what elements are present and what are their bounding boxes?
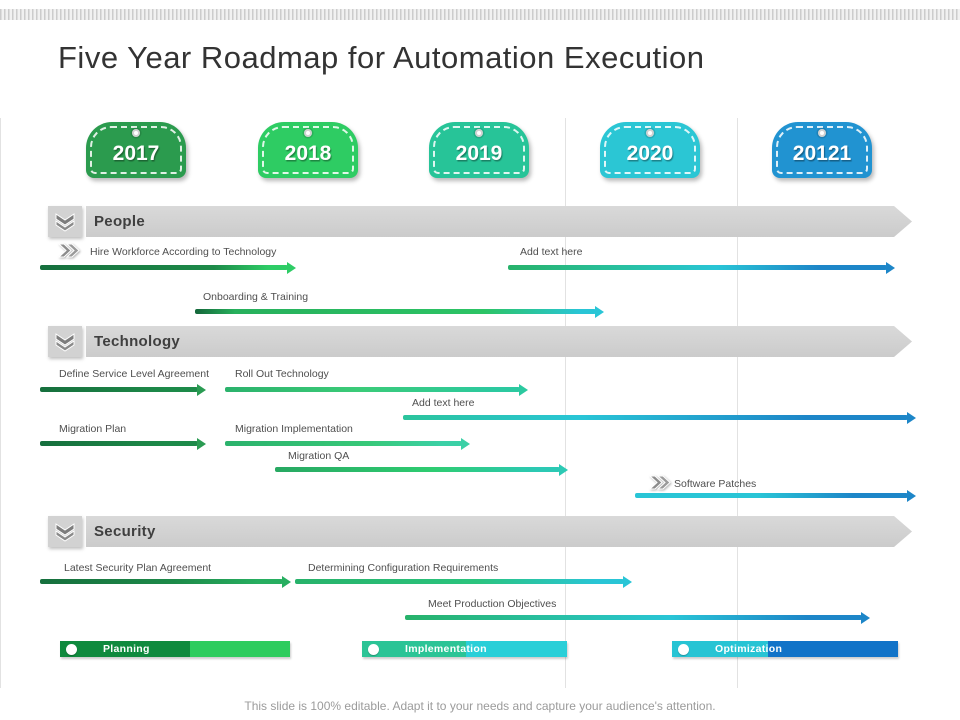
task-label: Meet Production Objectives (428, 598, 557, 610)
task-arrow-head (907, 411, 916, 424)
task-arrow (275, 463, 568, 476)
task-label: Add text here (412, 397, 475, 409)
chevron-down-icon (55, 522, 75, 542)
task-arrow-bar (225, 387, 520, 392)
task-arrow-head (559, 463, 568, 476)
grid-line (0, 118, 1, 688)
task-arrow (40, 261, 296, 274)
legend-dot-icon (678, 643, 689, 655)
legend-label: Planning (103, 643, 150, 655)
task-arrow-bar (40, 265, 288, 270)
footer-note: This slide is 100% editable. Adapt it to… (244, 699, 716, 713)
chevron-right-icon (648, 475, 671, 490)
legend-item-implementation: Implementation (362, 641, 567, 657)
section-title: People (94, 213, 145, 230)
task-arrow (295, 575, 632, 588)
task-label: Migration Plan (59, 423, 127, 435)
year-badge-label: 2017 (112, 142, 160, 165)
task-arrow-bar (225, 441, 462, 446)
task-arrow-bar (40, 579, 283, 584)
section-header-security: Security (86, 516, 912, 547)
task-arrow-bar (40, 387, 198, 392)
task-arrow-head (907, 489, 916, 502)
task-label: Migration Implementation (235, 423, 353, 435)
badge-hole-icon (646, 129, 654, 137)
task-label: Roll Out Technology (235, 368, 329, 380)
task-arrow-head (623, 575, 632, 588)
grid-line (565, 118, 566, 688)
task-arrow-head (595, 305, 604, 318)
section-chevron-box (48, 206, 82, 237)
section-title: Security (94, 523, 156, 540)
task-arrow (195, 305, 604, 318)
task-label: Latest Security Plan Agreement (64, 562, 212, 574)
task-arrow-head (197, 437, 206, 450)
task-arrow-bar (295, 579, 624, 584)
task-arrow-bar (195, 309, 596, 314)
legend-item-planning: Planning (60, 641, 290, 657)
task-arrow-bar (403, 415, 908, 420)
legend-dot-icon (368, 643, 379, 655)
task-chevron-icon (56, 242, 80, 259)
task-label: Software Patches (674, 478, 757, 490)
year-badge-label: 20121 (792, 142, 852, 165)
task-arrow-bar (275, 467, 560, 472)
chevron-right-icon (57, 243, 80, 258)
badge-hole-icon (304, 129, 312, 137)
task-arrow-bar (635, 493, 908, 498)
section-chevron-box (48, 516, 82, 547)
section-title: Technology (94, 333, 181, 350)
section-header-technology: Technology (86, 326, 912, 357)
page-title: Five Year Roadmap for Automation Executi… (58, 40, 705, 75)
section-header-people: People (86, 206, 912, 237)
grid-line (737, 118, 738, 688)
year-badge-2020: 2020 (600, 122, 700, 178)
year-badge-2018: 2018 (258, 122, 358, 178)
year-badge-2017: 2017 (86, 122, 186, 178)
task-label: Determining Configuration Requirements (308, 562, 499, 574)
chevron-down-icon (55, 212, 75, 232)
legend-label: Implementation (405, 643, 487, 655)
task-arrow (40, 575, 291, 588)
decorative-strip (0, 9, 960, 20)
task-label: Onboarding & Training (203, 291, 309, 303)
badge-hole-icon (818, 129, 826, 137)
chevron-down-icon (55, 332, 75, 352)
year-badge-label: 2020 (626, 142, 674, 165)
task-label: Migration QA (288, 450, 350, 462)
legend-label: Optimization (715, 643, 783, 655)
task-chevron-icon (647, 474, 671, 491)
task-arrow (40, 383, 206, 396)
task-arrow-head (197, 383, 206, 396)
task-arrow-head (282, 575, 291, 588)
task-label: Add text here (520, 246, 583, 258)
year-badge-label: 2018 (284, 142, 332, 165)
task-arrow (635, 489, 916, 502)
task-label: Hire Workforce According to Technology (90, 246, 277, 258)
badge-hole-icon (132, 129, 140, 137)
year-badge-20121: 20121 (772, 122, 872, 178)
task-arrow (403, 411, 916, 424)
task-arrow (405, 611, 870, 624)
section-chevron-box (48, 326, 82, 357)
task-arrow-head (861, 611, 870, 624)
task-arrow (40, 437, 206, 450)
legend-item-optimization: Optimization (672, 641, 898, 657)
task-arrow-bar (405, 615, 862, 620)
task-arrow (225, 437, 470, 450)
task-label: Define Service Level Agreement (59, 368, 209, 380)
task-arrow-head (461, 437, 470, 450)
task-arrow-head (886, 261, 895, 274)
task-arrow-bar (40, 441, 198, 446)
year-badge-label: 2019 (455, 142, 503, 165)
task-arrow-head (287, 261, 296, 274)
legend-dot-icon (66, 643, 77, 655)
task-arrow-bar (508, 265, 887, 270)
task-arrow (225, 383, 528, 396)
badge-hole-icon (475, 129, 483, 137)
year-badge-2019: 2019 (429, 122, 529, 178)
task-arrow-head (519, 383, 528, 396)
task-arrow (508, 261, 895, 274)
